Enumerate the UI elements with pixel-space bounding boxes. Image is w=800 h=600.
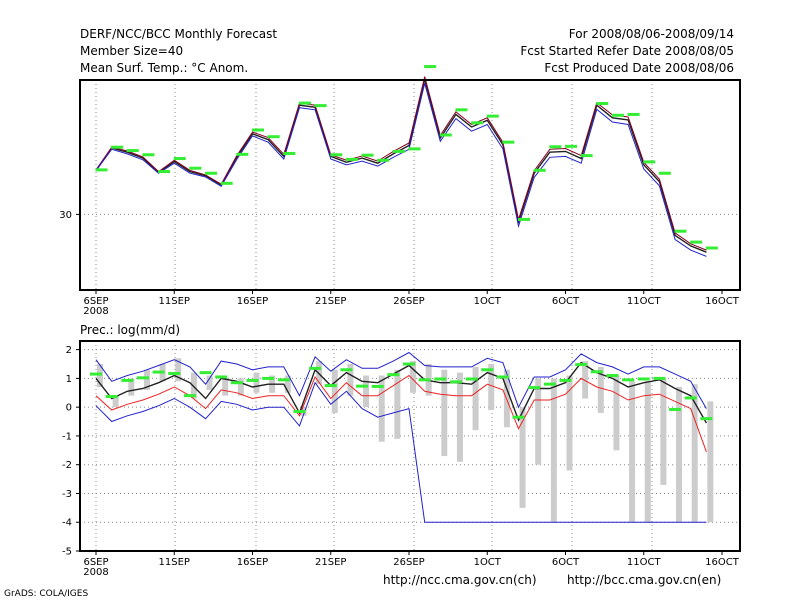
- forecast-produced-date: Fcst Produced Date 2008/08/06: [544, 61, 734, 75]
- x-tick-label: 11OCT: [627, 296, 662, 307]
- observed-range-bar: [222, 378, 229, 396]
- plot-frame: [79, 79, 741, 291]
- y-tick-label: 1: [66, 374, 72, 385]
- x-tick-label: 26SEP: [393, 557, 424, 568]
- observed-range-bar: [597, 366, 604, 413]
- series-line-member-max: [95, 351, 707, 409]
- variable-label: Mean Surf. Temp.: °C Anom.: [80, 61, 249, 75]
- observed-range-bar: [566, 375, 573, 471]
- y-tick-label: 30: [59, 210, 72, 221]
- observed-range-bar: [410, 361, 416, 393]
- observed-range-bar: [237, 378, 244, 396]
- url-chinese[interactable]: http://ncc.cma.gov.cn(ch): [383, 573, 537, 587]
- observed-range-bar: [190, 372, 197, 399]
- x-tick-label: 11OCT: [627, 557, 662, 568]
- observed-range-bar: [378, 375, 385, 442]
- observed-range-bar: [644, 381, 651, 523]
- observed-range-bar: [472, 366, 479, 431]
- observed-range-bar: [550, 378, 557, 523]
- observed-range-bar: [128, 378, 135, 396]
- series-line-member-max: [95, 76, 707, 251]
- grads-credit: GrADS: COLA/IGES: [4, 589, 89, 599]
- x-tick-sublabel: 2008: [83, 567, 108, 578]
- series-line-ensemble-mean: [95, 79, 707, 253]
- x-tick-label: 16SEP: [237, 296, 268, 307]
- observed-range-bar: [488, 364, 495, 411]
- observed-range-bar: [394, 369, 401, 439]
- observed-range-bar: [441, 369, 448, 457]
- observed-range-bar: [206, 375, 213, 390]
- x-tick-label: 16SEP: [237, 557, 268, 568]
- forecast-period: For 2008/08/06-2008/09/14: [568, 27, 734, 41]
- x-tick-label: 21SEP: [315, 296, 346, 307]
- observed-range-bar: [316, 361, 323, 385]
- series-line-member-min: [95, 381, 707, 523]
- y-tick-label: -1: [62, 431, 72, 442]
- observed-range-bar: [253, 372, 260, 393]
- observed-range-bar: [535, 378, 542, 465]
- x-tick-label: 6SEP: [83, 557, 108, 568]
- observed-range-bar: [582, 361, 589, 399]
- x-tick-label: 26SEP: [393, 296, 424, 307]
- series-line-lower-percentile: [95, 374, 707, 452]
- x-tick-label: 6OCT: [552, 296, 580, 307]
- y-tick-label: -2: [62, 460, 72, 471]
- y-tick-label: -5: [62, 547, 72, 558]
- member-size: Member Size=40: [80, 44, 184, 58]
- y-tick-label: -3: [62, 489, 72, 500]
- y-tick-label: 0: [66, 403, 72, 414]
- precip-label: Prec.: log(mm/d): [80, 323, 181, 337]
- x-tick-label: 11SEP: [159, 296, 190, 307]
- y-tick-label: 2: [66, 345, 72, 356]
- x-tick-label: 6OCT: [552, 557, 580, 568]
- observed-range-bar: [456, 372, 463, 462]
- observed-range-bar: [519, 407, 526, 508]
- observed-range-bar: [331, 369, 338, 413]
- observed-range-bar: [112, 395, 119, 408]
- x-tick-label: 6SEP: [83, 296, 108, 307]
- x-tick-label: 21SEP: [315, 557, 346, 568]
- observed-range-bar: [613, 375, 620, 451]
- x-tick-label: 11SEP: [159, 557, 190, 568]
- observed-range-bar: [175, 358, 182, 382]
- observed-range-bar: [363, 375, 370, 408]
- observed-range-bar: [707, 401, 714, 523]
- x-tick-label: 16OCT: [705, 557, 740, 568]
- series-line-ensemble-mean: [95, 361, 708, 424]
- x-tick-label: 1OCT: [474, 296, 502, 307]
- forecast-started-date: Fcst Started Refer Date 2008/08/05: [520, 44, 734, 58]
- observed-range-bar: [284, 375, 291, 393]
- observed-range-bar: [691, 384, 698, 523]
- x-tick-label: 16OCT: [705, 296, 740, 307]
- y-tick-label: -4: [62, 518, 72, 529]
- chart-title: DERF/NCC/BCC Monthly Forecast: [80, 27, 278, 41]
- observed-range-bar: [676, 387, 683, 523]
- observed-range-bar: [347, 364, 354, 396]
- observed-range-bar: [143, 369, 150, 390]
- url-english[interactable]: http://bcc.cma.gov.cn(en): [567, 573, 722, 587]
- plot-frame: [79, 340, 741, 552]
- series-line-member-min: [95, 83, 707, 257]
- x-tick-label: 1OCT: [474, 557, 502, 568]
- observed-range-bar: [660, 378, 667, 485]
- observed-range-bar: [629, 381, 636, 523]
- x-tick-sublabel: 2008: [83, 306, 108, 317]
